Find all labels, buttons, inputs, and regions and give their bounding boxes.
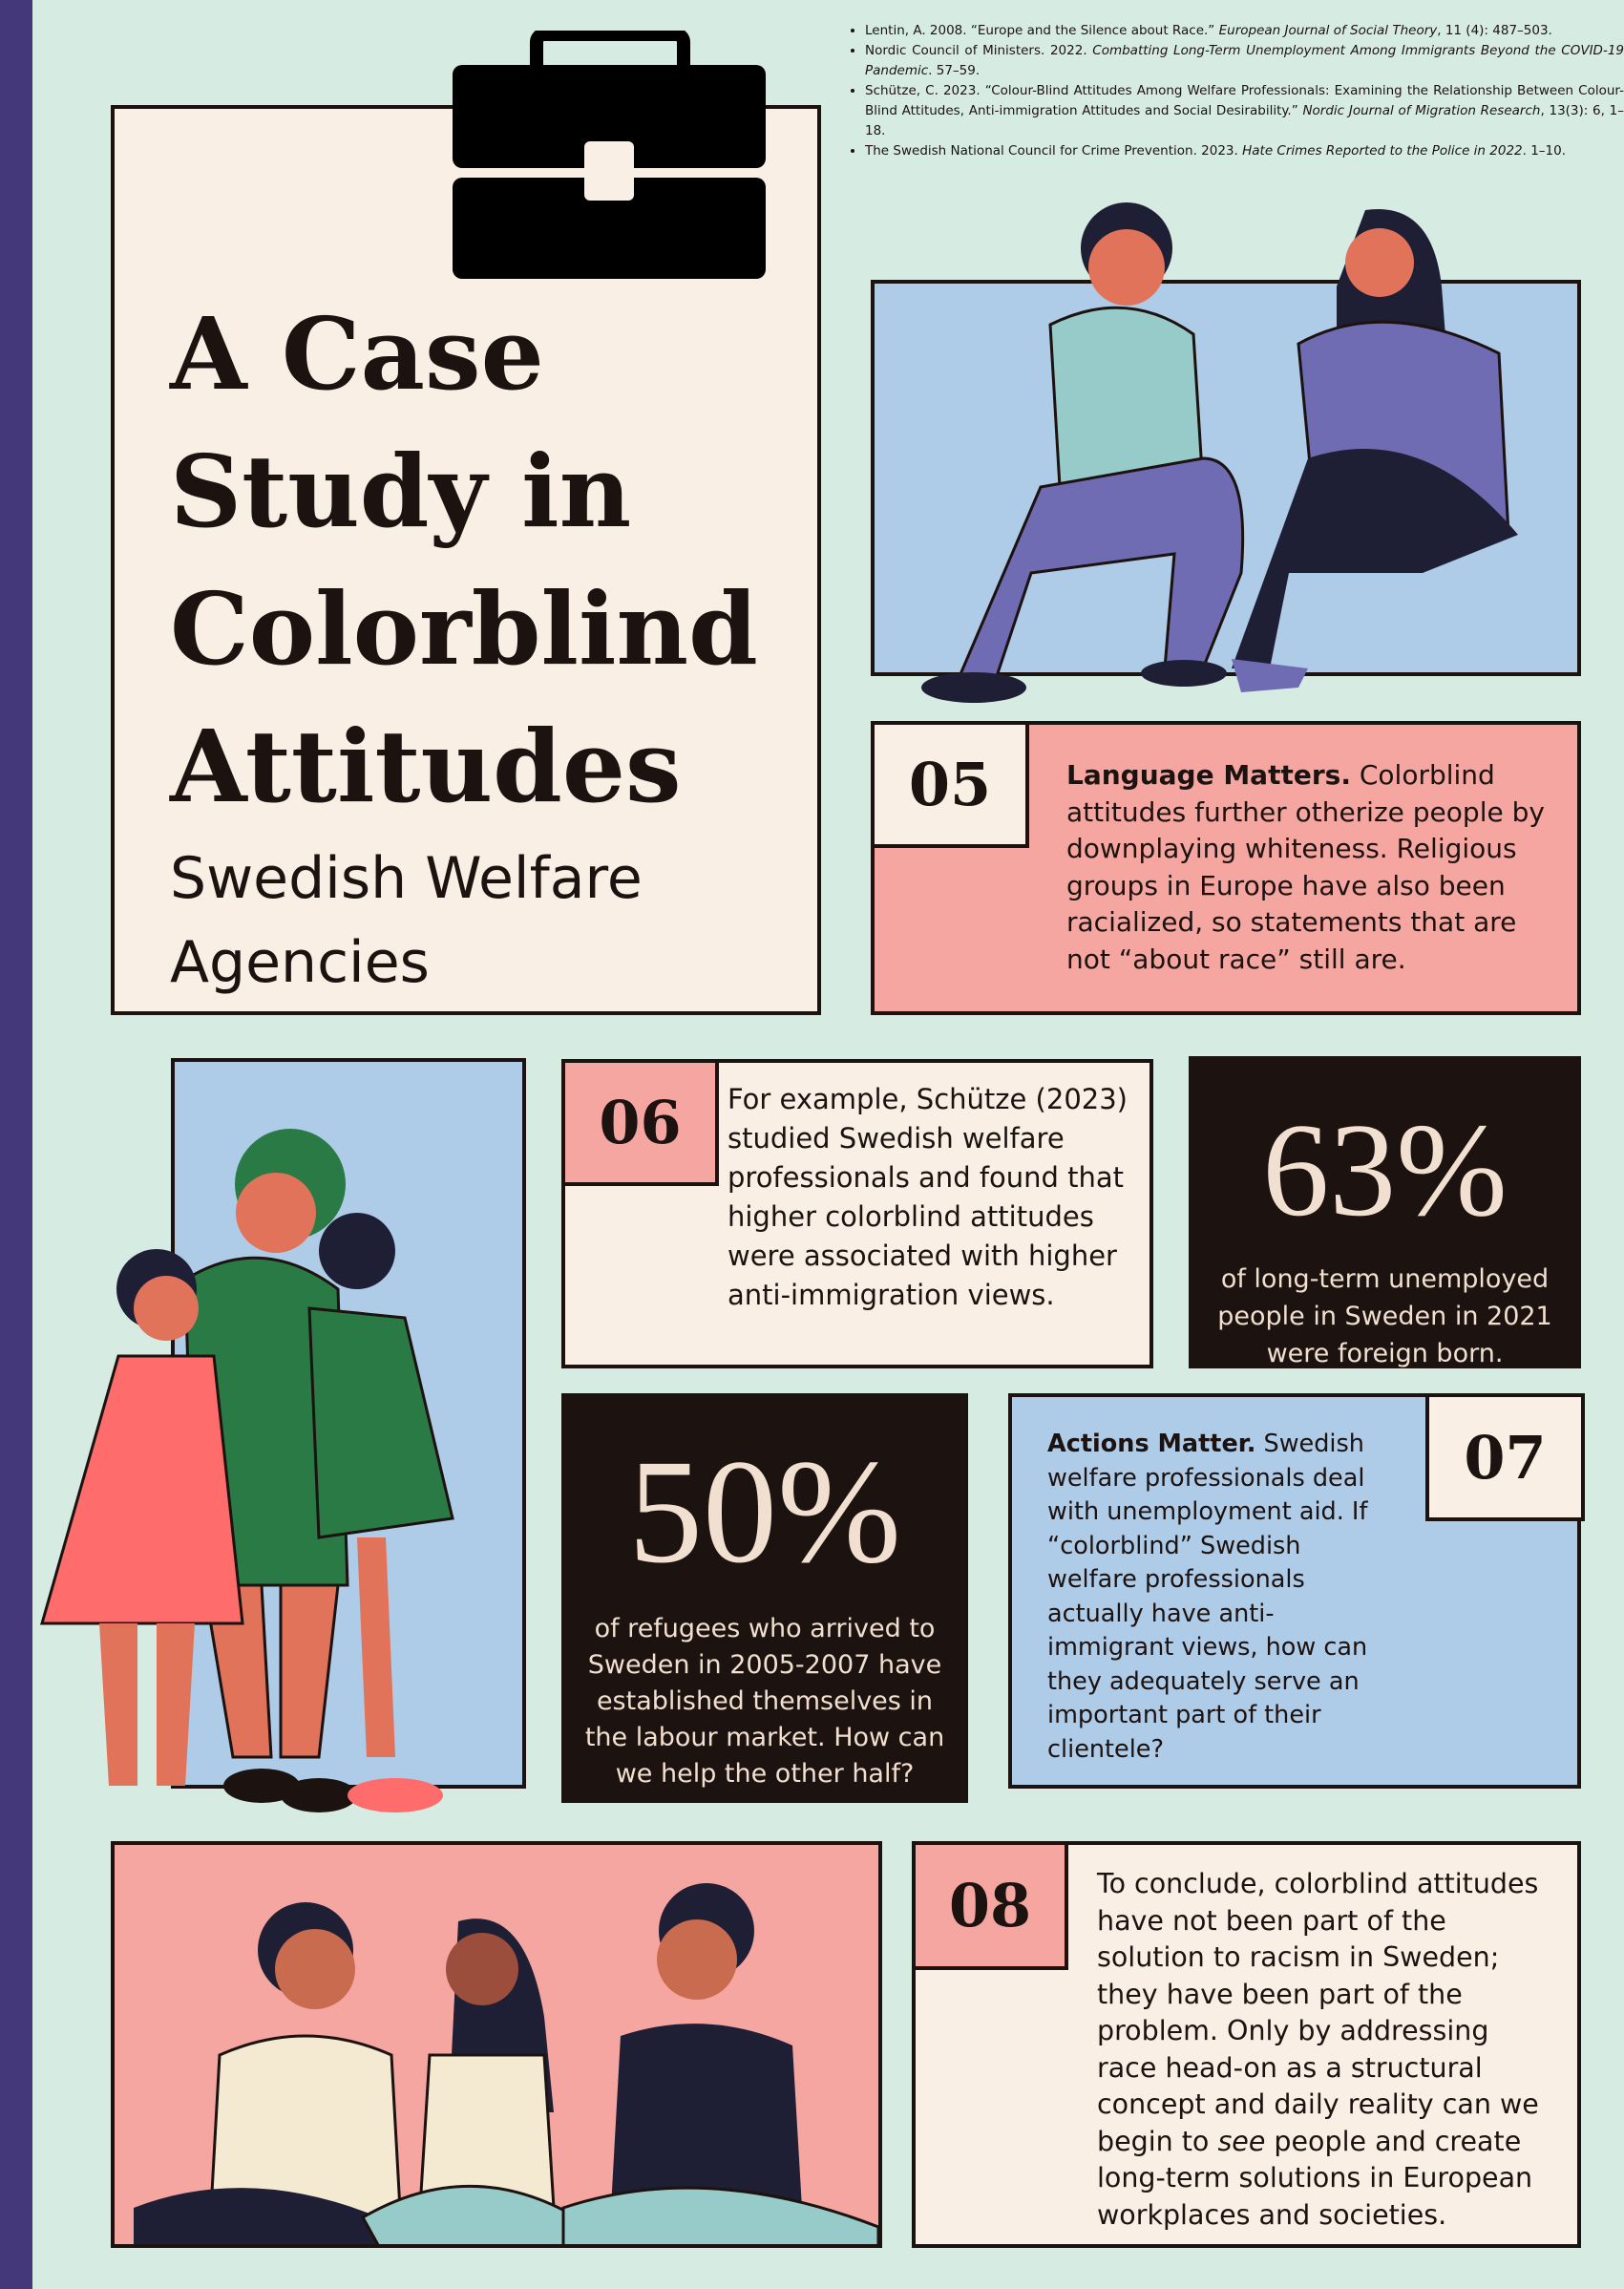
subtitle-line: Agencies [170,921,643,1005]
reference-text: . 57–59. [928,63,980,78]
illustration-couple [888,172,1556,707]
reference-text: The Swedish National Council for Crime P… [865,143,1242,159]
illustration-family [32,1089,491,1833]
section-number: 08 [912,1841,1068,1970]
body: Swedish welfare professionals deal with … [1047,1430,1367,1764]
reference-text: . 1–10. [1523,143,1566,159]
side-bar [0,0,32,2289]
image-panel [111,1841,882,2248]
reference: Lentin, A. 2008. “Europe and the Silence… [865,21,1624,41]
subtitle: Swedish Welfare Agencies [170,837,643,1005]
section-07: 07 Actions Matter. Swedish welfare profe… [1008,1393,1581,1789]
body: To conclude, colorblind attitudes have n… [1097,1868,1539,2157]
stat-caption: of refugees who arrived to Sweden in 200… [574,1611,956,1792]
stat-panel: 63% of long-term unemployed people in Sw… [1189,1056,1581,1368]
section-text: Language Matters. Colorblind attitudes f… [1066,757,1563,978]
emphasis: see [1217,2126,1265,2157]
section-number: 05 [871,721,1029,848]
subtitle-line: Swedish Welfare [170,837,643,921]
stat-value: 50% [561,1437,968,1586]
title-line: Colorblind [170,561,758,698]
section-number: 07 [1425,1393,1585,1521]
section-06: 06 For example, Schütze (2023) studied S… [561,1059,1153,1368]
section-text: For example, Schütze (2023) studied Swed… [728,1080,1128,1315]
section-08: 08 To conclude, colorblind attitudes hav… [912,1841,1581,2248]
reference-text: Nordic Council of Ministers. 2022. [865,43,1092,58]
lead: Language Matters. [1066,759,1351,791]
reference: Schütze, C. 2023. “Colour-Blind Attitude… [865,81,1624,141]
stat-panel: 50% of refugees who arrived to Sweden in… [561,1393,968,1803]
stat-caption: of long-term unemployed people in Sweden… [1209,1261,1562,1372]
illustration-group [115,1845,882,2248]
section-text: To conclude, colorblind attitudes have n… [1097,1866,1555,2234]
reference: Nordic Council of Ministers. 2022. Comba… [865,41,1624,81]
reference-text: European Journal of Social Theory [1219,23,1438,38]
reference: The Swedish National Council for Crime P… [865,141,1624,161]
title-line: Attitudes [170,698,758,836]
stat-value: 63% [1189,1104,1581,1238]
reference-list: Lentin, A. 2008. “Europe and the Silence… [846,21,1624,161]
section-05: 05 Language Matters. Colorblind attitude… [871,721,1581,1015]
section-text: Actions Matter. Swedish welfare professi… [1047,1428,1381,1767]
title-line: A Case [170,286,758,423]
title: A Case Study in Colorblind Attitudes [170,286,758,836]
briefcase-icon [453,31,768,281]
section-number: 06 [561,1059,719,1186]
poster: Lentin, A. 2008. “Europe and the Silence… [0,0,1624,2289]
reference-text: Hate Crimes Reported to the Police in 20… [1242,143,1523,159]
reference-text: , 11 (4): 487–503. [1437,23,1552,38]
title-line: Study in [170,423,758,561]
lead: Actions Matter. [1047,1430,1255,1458]
body: Colorblind attitudes further otherize pe… [1066,759,1545,975]
reference-text: Nordic Journal of Migration Research [1302,103,1540,118]
references: Lentin, A. 2008. “Europe and the Silence… [846,21,1624,161]
reference-text: Lentin, A. 2008. “Europe and the Silence… [865,23,1219,38]
